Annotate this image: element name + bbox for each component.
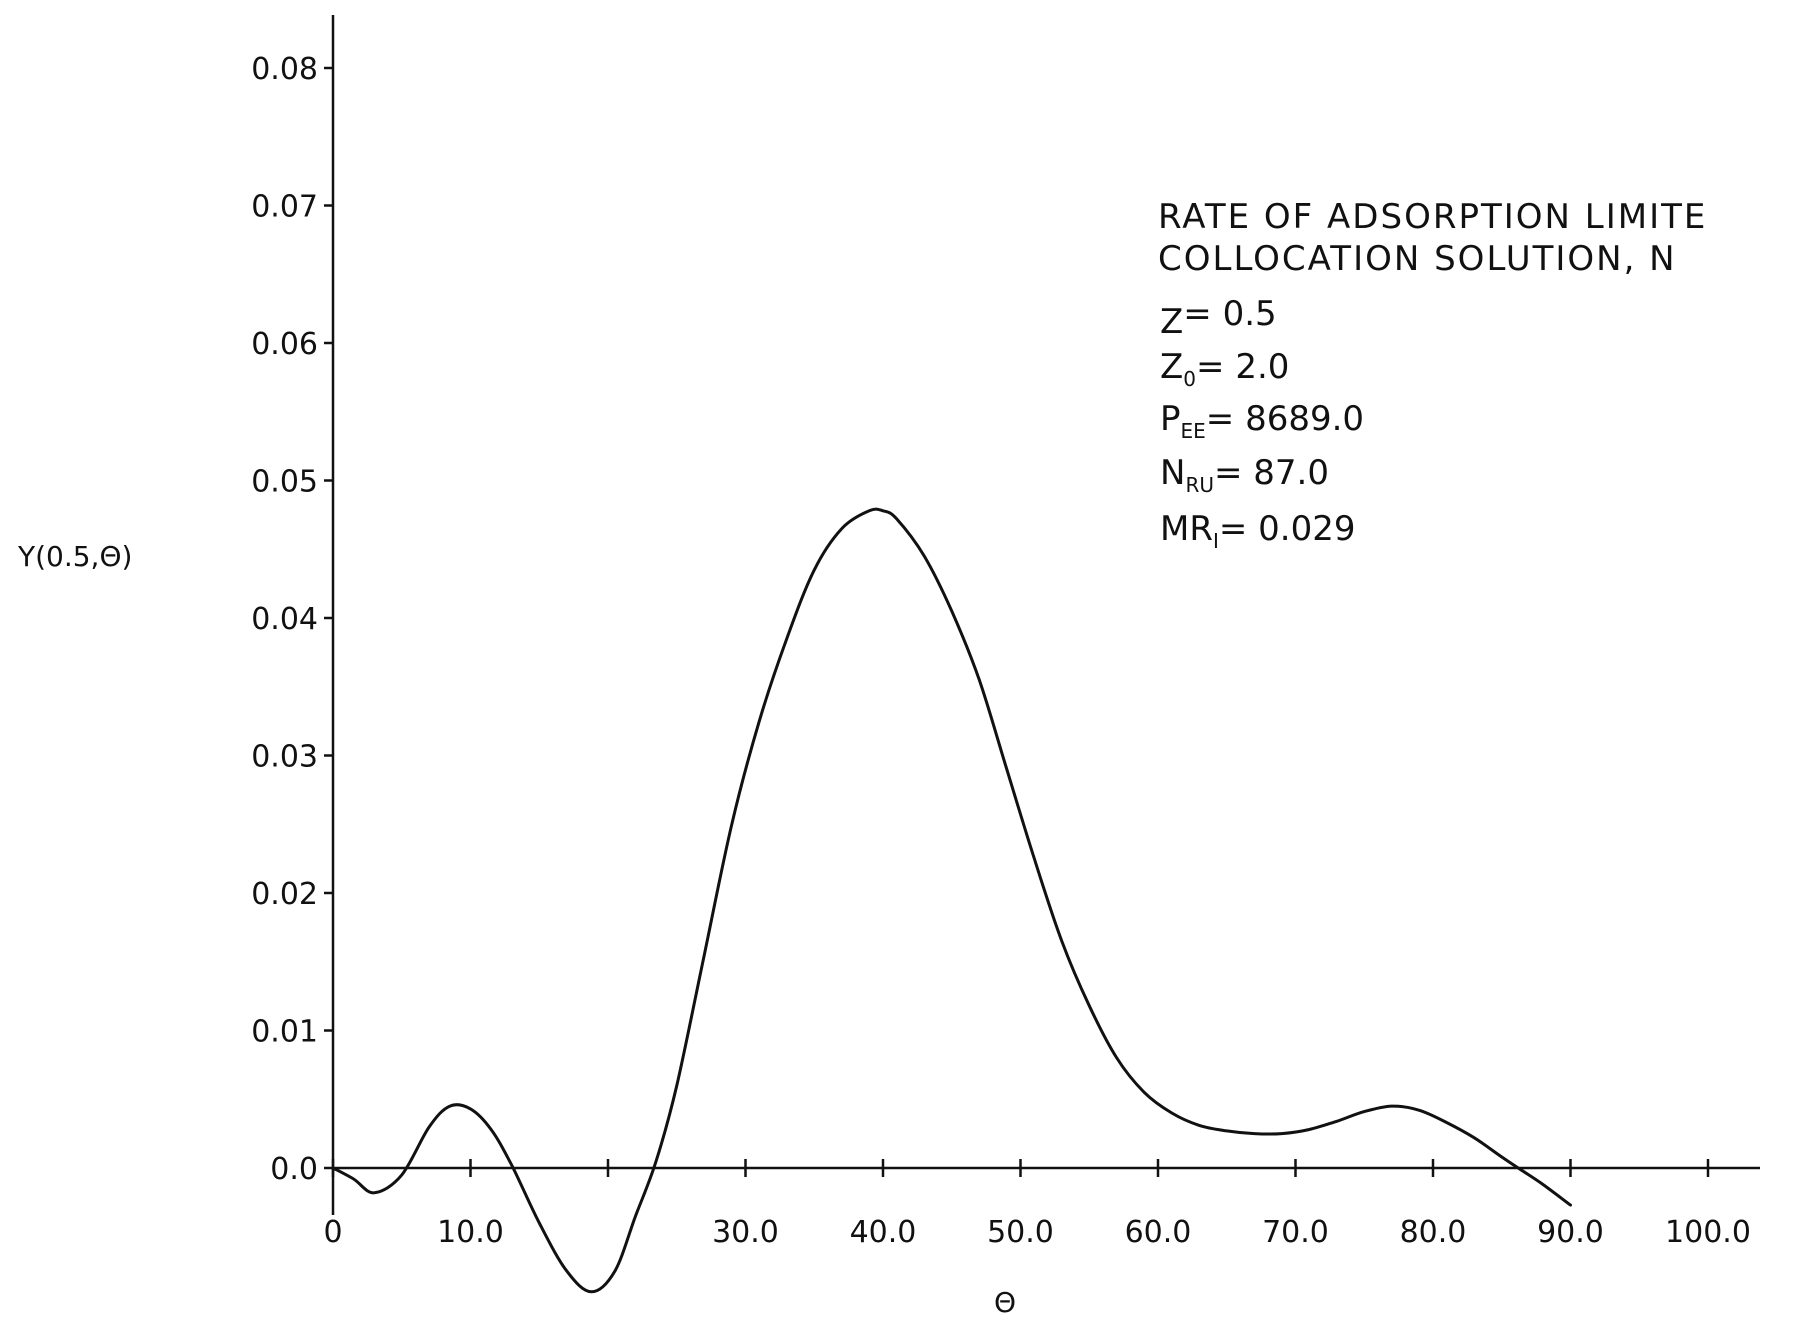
y-tick-label: 0.08 bbox=[251, 52, 318, 87]
x-tick-label: 10.0 bbox=[437, 1215, 504, 1250]
x-tick-label: 60.0 bbox=[1125, 1215, 1192, 1250]
parameter-z0: Z0= 2.0 bbox=[1160, 347, 1289, 391]
y-tick-label: 0.03 bbox=[251, 740, 318, 775]
y-tick-label: 0.06 bbox=[251, 327, 318, 362]
x-tick-label: 90.0 bbox=[1537, 1215, 1604, 1250]
y-tick-label: 0.01 bbox=[251, 1015, 318, 1050]
parameter-list: Z= 0.5 Z0= 2.0 PEE= 8689.0 NRU= 87.0 MRI… bbox=[1160, 294, 1364, 553]
x-tick-label: 100.0 bbox=[1665, 1215, 1751, 1250]
x-axis-ticks: 0 10.0 30.0 40.0 50.0 60.0 70.0 80.0 90.0 100.0 bbox=[323, 1159, 1751, 1250]
annotation-line-1: RATE OF ADSORPTION LIMITE bbox=[1158, 197, 1707, 237]
x-axis-label: Θ bbox=[994, 1286, 1016, 1319]
series-line bbox=[331, 507, 1572, 1294]
x-tick-label: 30.0 bbox=[712, 1215, 779, 1250]
parameter-z: Z= 0.5 bbox=[1160, 294, 1277, 342]
y-tick-label: 0.0 bbox=[270, 1152, 318, 1187]
x-tick-label: 50.0 bbox=[987, 1215, 1054, 1250]
x-tick-label: 70.0 bbox=[1262, 1215, 1329, 1250]
y-axis-label: Y(0.5,Θ) bbox=[17, 540, 132, 573]
parameter-mri: MRI= 0.029 bbox=[1160, 509, 1356, 553]
x-tick-label: 80.0 bbox=[1400, 1215, 1467, 1250]
parameter-nru: NRU= 87.0 bbox=[1160, 453, 1329, 497]
x-tick-label: 0 bbox=[323, 1215, 342, 1250]
x-tick-label: 40.0 bbox=[850, 1215, 917, 1250]
y-tick-label: 0.02 bbox=[251, 877, 318, 912]
annotation-line-2: COLLOCATION SOLUTION, N bbox=[1158, 239, 1677, 279]
y-tick-label: 0.05 bbox=[251, 465, 318, 500]
y-axis-ticks: 0.0 0.01 0.02 0.03 0.04 0.05 0.06 0.07 0.08 bbox=[251, 52, 334, 1187]
y-tick-label: 0.07 bbox=[251, 190, 318, 225]
parameter-pee: PEE= 8689.0 bbox=[1160, 399, 1364, 443]
y-tick-label: 0.04 bbox=[251, 602, 318, 637]
